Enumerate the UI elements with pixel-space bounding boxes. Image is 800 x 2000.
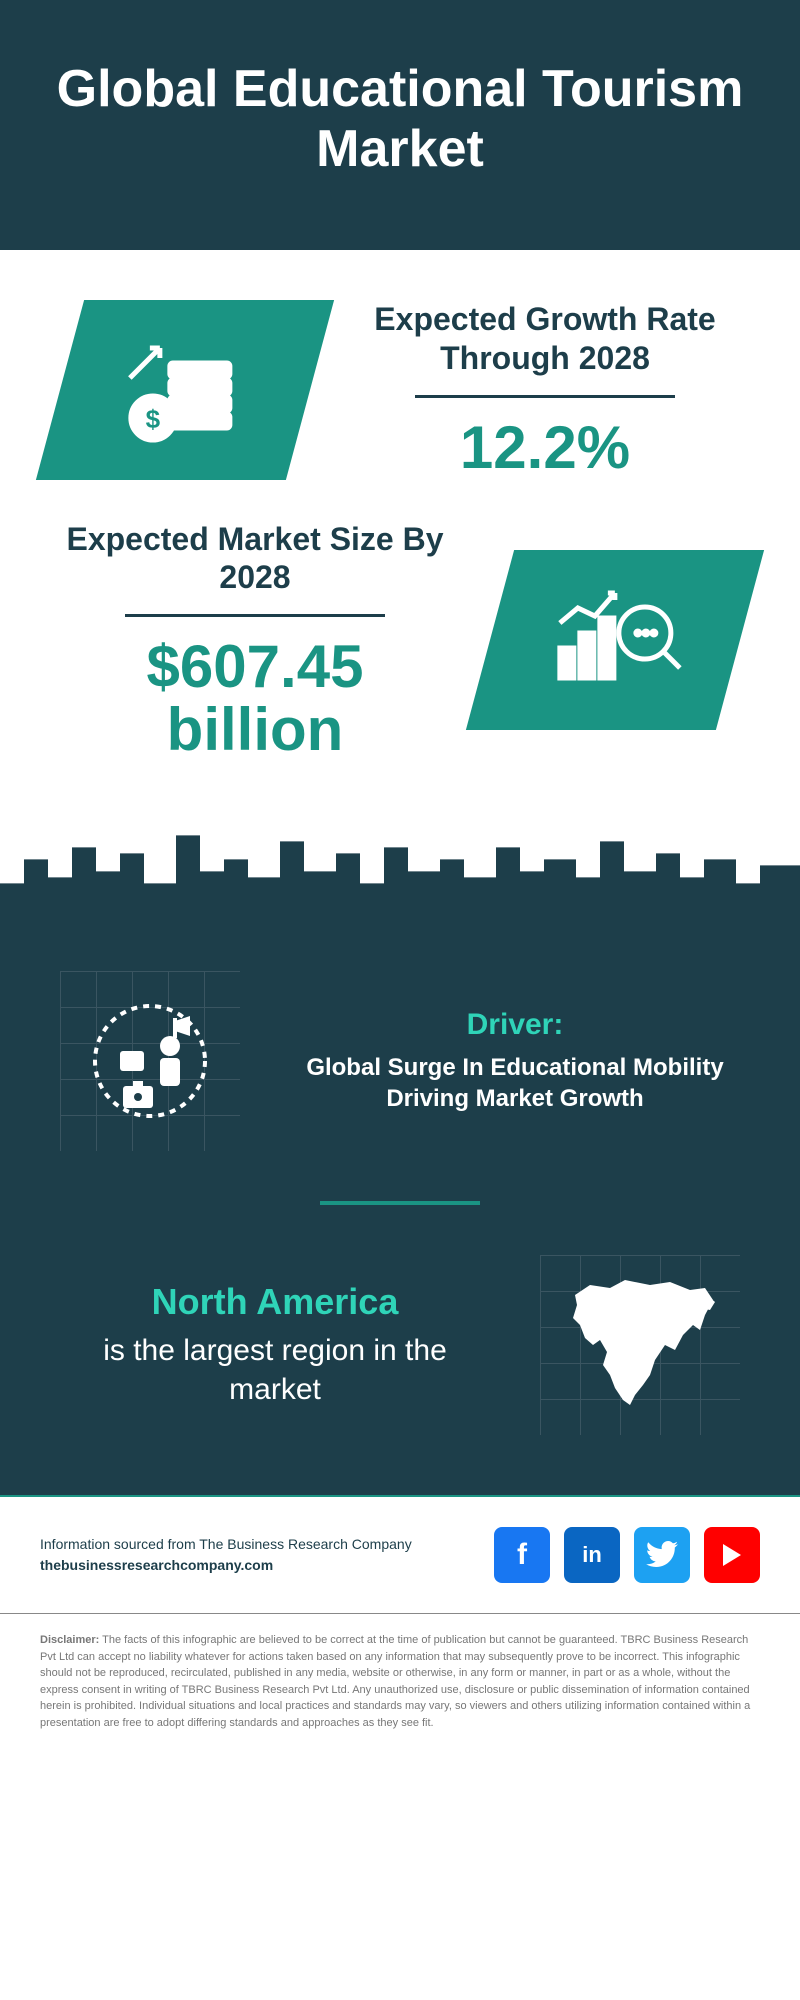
driver-label: Driver: xyxy=(290,1008,740,1042)
growth-rate-stat: $ Expected Growth Rate Through 2028 12.2… xyxy=(60,300,740,480)
chart-magnify-icon xyxy=(540,578,690,703)
driver-description: Global Surge In Educational Mobility Dri… xyxy=(290,1052,740,1114)
footer-source: Information sourced from The Business Re… xyxy=(40,1534,412,1576)
youtube-icon[interactable] xyxy=(704,1527,760,1583)
education-mobility-icon xyxy=(60,971,240,1151)
svg-text:$: $ xyxy=(146,403,161,433)
growth-value: 12.2% xyxy=(350,416,740,479)
region-description: is the largest region in the market xyxy=(60,1331,490,1409)
disclaimer-label: Disclaimer: xyxy=(40,1634,99,1646)
source-line-1: Information sourced from The Business Re… xyxy=(40,1534,412,1555)
accent-divider xyxy=(320,1201,480,1205)
north-america-map-icon xyxy=(540,1255,740,1435)
disclaimer-text: The facts of this infographic are believ… xyxy=(40,1634,750,1729)
driver-region-section: Driver: Global Surge In Educational Mobi… xyxy=(0,931,800,1495)
driver-block: Driver: Global Surge In Educational Mobi… xyxy=(60,971,740,1151)
source-line-2: thebusinessresearchcompany.com xyxy=(40,1555,412,1576)
growth-icon-tile: $ xyxy=(36,300,334,480)
market-size-icon-tile xyxy=(466,550,764,730)
header-banner: Global Educational Tourism Market xyxy=(0,0,800,250)
facebook-icon[interactable]: f xyxy=(494,1527,550,1583)
growth-money-icon: $ xyxy=(115,327,255,452)
footer: Information sourced from The Business Re… xyxy=(0,1495,800,1614)
growth-label: Expected Growth Rate Through 2028 xyxy=(350,300,740,377)
page-title: Global Educational Tourism Market xyxy=(40,60,760,180)
divider xyxy=(125,614,385,617)
disclaimer: Disclaimer: The facts of this infographi… xyxy=(0,1614,800,1771)
market-size-value: $607.45 billion xyxy=(60,635,450,761)
region-block: North America is the largest region in t… xyxy=(60,1255,740,1435)
stats-section: $ Expected Growth Rate Through 2028 12.2… xyxy=(0,250,800,852)
region-name: North America xyxy=(60,1281,490,1323)
linkedin-icon[interactable]: in xyxy=(564,1527,620,1583)
social-icons: f in xyxy=(494,1527,760,1583)
twitter-icon[interactable] xyxy=(634,1527,690,1583)
market-size-stat: Expected Market Size By 2028 $607.45 bil… xyxy=(60,520,740,762)
market-size-label: Expected Market Size By 2028 xyxy=(60,520,450,597)
divider xyxy=(415,395,675,398)
